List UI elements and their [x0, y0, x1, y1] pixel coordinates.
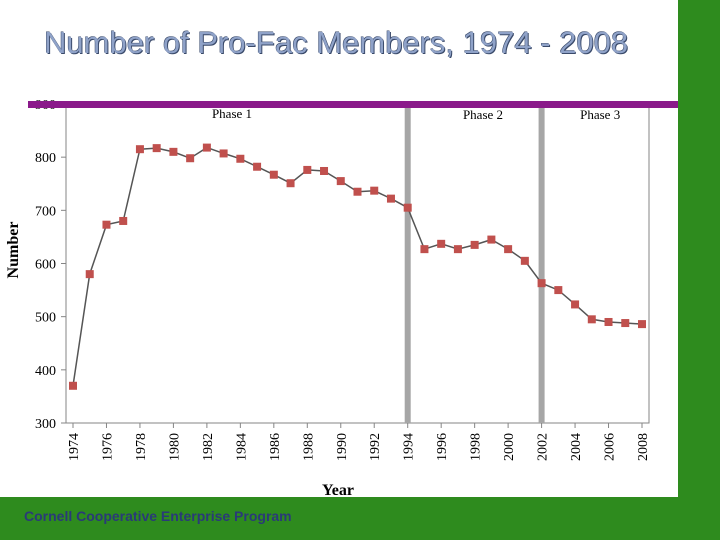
x-tick-label: 2004 [569, 433, 584, 461]
x-axis-label: Year [322, 482, 354, 499]
data-point [370, 186, 379, 195]
x-tick-label: 2000 [502, 433, 517, 461]
phase-divider [538, 104, 545, 423]
x-tick-label: 1988 [301, 433, 316, 461]
data-point [587, 315, 596, 324]
y-tick-label: 800 [35, 151, 56, 166]
data-point [320, 166, 329, 175]
data-point [504, 245, 513, 254]
data-point [102, 220, 111, 229]
slide-title: Number of Pro-Fac Members, 1974 - 2008 [44, 25, 629, 60]
x-tick-label: 1984 [234, 433, 249, 461]
x-tick-label: 2006 [603, 433, 618, 461]
x-tick-label: 1980 [167, 433, 182, 461]
data-point [219, 149, 228, 158]
data-point [571, 300, 580, 309]
x-tick-label: 1992 [368, 433, 383, 461]
phase-label: Phase 2 [463, 107, 503, 122]
phase-label: Phase 3 [580, 107, 620, 122]
data-point [403, 203, 412, 212]
x-tick-label: 1996 [435, 433, 450, 461]
purple-accent-bar [28, 101, 678, 108]
data-point [85, 270, 94, 279]
x-tick-label: 1978 [134, 433, 149, 461]
x-tick-label: 1990 [335, 433, 350, 461]
data-point [236, 154, 245, 163]
data-point [353, 187, 362, 196]
data-point [135, 145, 144, 154]
phase-divider [404, 104, 411, 423]
data-point [119, 216, 128, 225]
y-tick-label: 500 [35, 311, 56, 326]
data-point [453, 245, 462, 254]
y-tick-label: 400 [35, 364, 56, 379]
data-point [186, 154, 195, 163]
data-point [269, 170, 278, 179]
data-point [621, 319, 630, 328]
y-axis-label: Number [5, 222, 22, 279]
data-point [336, 177, 345, 186]
data-point [152, 144, 161, 153]
data-point [303, 165, 312, 174]
x-tick-label: 1998 [469, 433, 484, 461]
data-point [286, 179, 295, 188]
y-tick-label: 300 [35, 417, 56, 432]
data-point [537, 279, 546, 288]
data-point [420, 245, 429, 254]
data-point [520, 256, 529, 265]
x-tick-label: 1974 [67, 433, 82, 461]
x-tick-label: 2008 [636, 433, 651, 461]
green-bottom-bar [0, 497, 720, 540]
x-tick-label: 1986 [268, 433, 283, 461]
data-point [604, 317, 613, 326]
green-side-bar [678, 0, 720, 540]
data-point [487, 235, 496, 244]
data-point [437, 239, 446, 248]
data-point [202, 143, 211, 152]
data-point [386, 194, 395, 203]
x-tick-label: 1982 [201, 433, 216, 461]
data-point [638, 320, 646, 329]
footer-text: Cornell Cooperative Enterprise Program [24, 508, 292, 524]
data-point [69, 381, 77, 390]
plot-area [65, 103, 650, 424]
data-point [554, 286, 563, 295]
y-tick-label: 600 [35, 258, 56, 273]
data-point [169, 147, 178, 156]
phase-label: Phase 1 [212, 106, 252, 121]
y-tick-label: 700 [35, 204, 56, 219]
data-point [470, 240, 479, 249]
x-tick-label: 1976 [100, 433, 115, 461]
x-tick-label: 2002 [536, 433, 551, 461]
x-tick-label: 1994 [402, 433, 417, 461]
data-point [253, 162, 262, 171]
